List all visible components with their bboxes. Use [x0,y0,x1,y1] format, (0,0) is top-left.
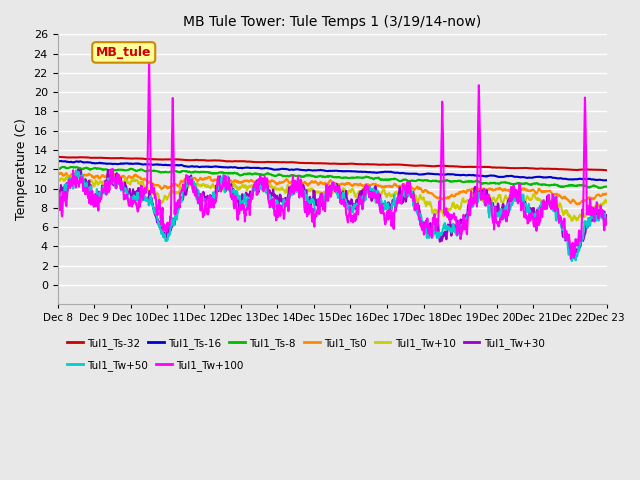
Legend: Tul1_Tw+50, Tul1_Tw+100: Tul1_Tw+50, Tul1_Tw+100 [63,356,247,375]
Text: MB_tule: MB_tule [96,46,152,59]
Title: MB Tule Tower: Tule Temps 1 (3/19/14-now): MB Tule Tower: Tule Temps 1 (3/19/14-now… [183,15,481,29]
Y-axis label: Temperature (C): Temperature (C) [15,119,28,220]
